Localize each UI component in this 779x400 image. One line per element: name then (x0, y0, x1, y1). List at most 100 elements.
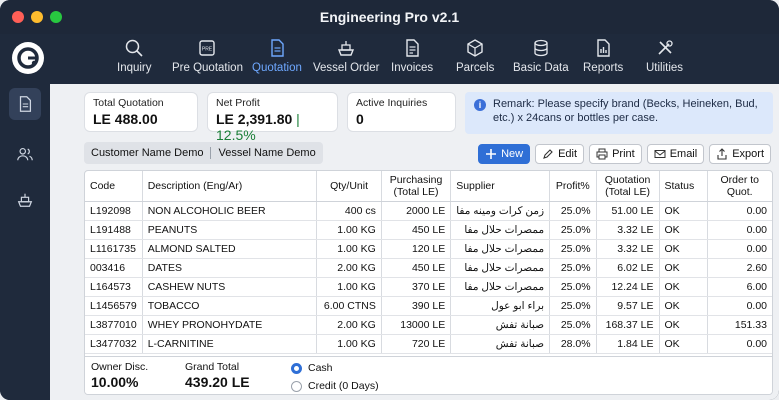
payment-credit-label: Credit (0 Days) (308, 380, 379, 392)
payment-cash-radio[interactable] (291, 362, 302, 374)
nav-quotation[interactable]: Quotation (244, 38, 310, 86)
table-row[interactable]: L191488 PEANUTS 1.00 KG 450 LE ممصرات حلال م… (85, 220, 772, 240)
cell-purchasing: 450 LE (381, 258, 452, 278)
nav-inquiry-label: Inquiry (117, 62, 152, 74)
owner-disc-value[interactable]: 10.00% (91, 374, 139, 390)
sidebar-item-customers[interactable] (9, 138, 41, 170)
nav-reports[interactable]: Reports (583, 38, 623, 82)
cell-quotation: 9.57 LE (596, 296, 660, 316)
table-header-row: Code Description (Eng/Ar) Qty/Unit Purch… (85, 171, 772, 202)
table-row[interactable]: L1161735 ALMOND SALTED 1.00 KG 120 LE ممصرات… (85, 239, 772, 259)
table-row[interactable]: L3477032 L-CARNITINE 1.00 KG 720 LE صبانة تف… (85, 334, 772, 354)
col-header-quotation[interactable]: Quotation (Total LE) (596, 171, 660, 202)
payment-credit-option[interactable]: Credit (0 Days) (291, 380, 379, 392)
cell-status: OK (659, 277, 708, 297)
svg-text:PRE: PRE (202, 47, 213, 53)
ship-icon (17, 193, 33, 207)
cell-purchasing: 370 LE (381, 277, 452, 297)
net-profit-value-row: LE 2,391.80 | 12.5% (216, 111, 329, 143)
nav-invoices[interactable]: Invoices (391, 38, 433, 82)
toolbar: New Edit Print Email Export (478, 144, 771, 164)
nav-inquiry[interactable]: Inquiry (117, 38, 152, 82)
main-content: Total Quotation LE 488.00 Net Profit LE … (50, 84, 779, 400)
cell-description: TOBACCO (142, 296, 318, 316)
customer-chip[interactable]: Customer Name Demo (91, 147, 204, 159)
new-button[interactable]: New (478, 144, 531, 164)
payment-credit-radio[interactable] (291, 380, 302, 392)
sidebar-item-quotation[interactable] (9, 88, 41, 120)
active-inquiries-value: 0 (356, 111, 364, 127)
grand-total-value: 439.20 LE (185, 374, 250, 390)
grand-total-label: Grand Total (185, 361, 240, 373)
print-button[interactable]: Print (589, 144, 642, 164)
info-icon: i (474, 99, 486, 111)
nav-invoices-label: Invoices (391, 62, 434, 74)
cell-profit: 25.0% (549, 220, 597, 240)
net-profit-card: Net Profit LE 2,391.80 | 12.5% (207, 92, 338, 143)
table-row[interactable]: L192098 NON ALCOHOLIC BEER 400 cs 2000 LE زم… (85, 201, 772, 221)
cell-profit: 25.0% (549, 239, 597, 259)
net-profit-percent: 12.5% (216, 127, 256, 143)
cell-order: 0.00 (707, 296, 772, 316)
export-button-label: Export (732, 148, 764, 160)
table-row[interactable]: L3877010 WHEY PRONOHYDATE 2.00 KG 13000 LE ص… (85, 315, 772, 335)
nav-vessel-order[interactable]: Vessel Order (313, 38, 379, 82)
quotation-table: Code Description (Eng/Ar) Qty/Unit Purch… (84, 170, 773, 395)
nav-vessel-order-label: Vessel Order (313, 62, 380, 74)
title-bar: Engineering Pro v2.1 (0, 0, 779, 34)
net-profit-separator: | (296, 111, 300, 127)
nav-reports-label: Reports (583, 62, 624, 74)
cell-status: OK (659, 334, 708, 354)
context-chips: Customer Name Demo Vessel Name Demo (84, 142, 323, 164)
cell-code: L3877010 (85, 315, 143, 335)
cell-purchasing: 13000 LE (381, 315, 452, 335)
nav-pre-quotation[interactable]: PRE Pre Quotation (172, 38, 243, 82)
cell-quotation: 1.84 LE (596, 334, 660, 354)
col-header-order[interactable]: Order to Quot. (707, 171, 772, 202)
col-header-purchasing[interactable]: Purchasing (Total LE) (381, 171, 452, 202)
payment-cash-option[interactable]: Cash (291, 362, 333, 374)
total-quotation-card: Total Quotation LE 488.00 (84, 92, 198, 132)
col-header-supplier[interactable]: Supplier (450, 171, 551, 202)
net-profit-value: LE 2,391.80 (216, 111, 293, 127)
vessel-chip[interactable]: Vessel Name Demo (210, 147, 322, 159)
col-header-profit[interactable]: Profit% (549, 171, 597, 202)
export-button[interactable]: Export (709, 144, 771, 164)
window-controls (12, 11, 62, 23)
nav-parcels[interactable]: Parcels (456, 38, 494, 82)
total-quotation-value: LE 488.00 (93, 111, 158, 127)
envelope-icon (654, 150, 666, 158)
payment-cash-label: Cash (308, 362, 333, 374)
minimize-window-button[interactable] (31, 11, 43, 23)
nav-utilities[interactable]: Utilities (646, 38, 683, 82)
cell-quotation: 12.24 LE (596, 277, 660, 297)
sidebar-item-vessels[interactable] (9, 184, 41, 216)
nav-basic-data-label: Basic Data (513, 62, 569, 74)
cell-supplier: زمن كرات ومينه مفا (450, 201, 551, 221)
edit-button-label: Edit (558, 148, 578, 160)
cell-code: L1161735 (85, 239, 143, 259)
table-row[interactable]: L164573 CASHEW NUTS 1.00 KG 370 LE ممصرات حل… (85, 277, 772, 297)
cell-order: 6.00 (707, 277, 772, 297)
col-header-qty[interactable]: Qty/Unit (316, 171, 382, 202)
grand-total: Grand Total 439.20 LE (185, 361, 250, 390)
nav-basic-data[interactable]: Basic Data (513, 38, 569, 82)
net-profit-label: Net Profit (216, 97, 260, 109)
email-button[interactable]: Email (646, 144, 705, 164)
col-header-status[interactable]: Status (659, 171, 708, 202)
maximize-window-button[interactable] (50, 11, 62, 23)
cell-code: L3477032 (85, 334, 143, 354)
remark-text: Remark: Please specify brand (Becks, Hei… (493, 98, 758, 124)
table-row[interactable]: 003416 DATES 2.00 KG 450 LE ممصرات حلال مفا 2… (85, 258, 772, 278)
cell-supplier: صبانة تفش (450, 315, 551, 335)
close-window-button[interactable] (12, 11, 24, 23)
cell-qty: 1.00 KG (316, 277, 382, 297)
col-header-code[interactable]: Code (85, 171, 143, 202)
col-header-description[interactable]: Description (Eng/Ar) (142, 171, 318, 202)
table-row[interactable]: L1456579 TOBACCO 6.00 CTNS 390 LE براء ابو ع… (85, 296, 772, 316)
active-inquiries-card: Active Inquiries 0 (347, 92, 456, 132)
cell-description: ALMOND SALTED (142, 239, 318, 259)
printer-icon (596, 148, 608, 160)
edit-button[interactable]: Edit (535, 144, 585, 164)
